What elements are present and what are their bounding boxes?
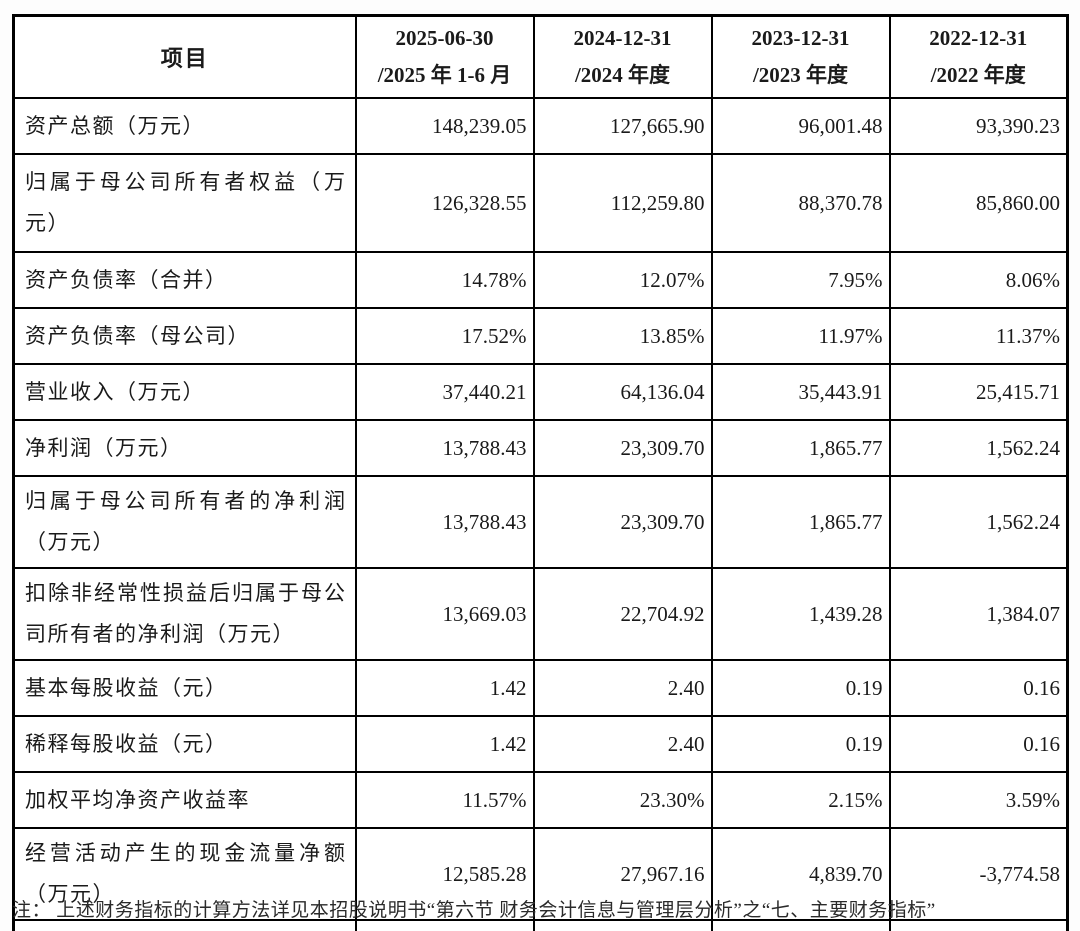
cell-value: 13.85% xyxy=(532,307,713,365)
cell-value: -3,774.58 xyxy=(888,827,1069,921)
cell-value: 8.06% xyxy=(888,251,1069,309)
table-row-basic-eps: 基本每股收益（元） 1.42 2.40 0.19 0.16 xyxy=(12,659,1069,717)
cell-value: 2.40 xyxy=(532,715,713,773)
table-row-diluted-eps: 稀释每股收益（元） 1.42 2.40 0.19 0.16 xyxy=(12,715,1069,773)
cell-value: 126,328.55 xyxy=(354,153,535,253)
cell-value: 1.42 xyxy=(354,659,535,717)
cell-value: 2.40 xyxy=(532,659,713,717)
cell-value: 85,860.00 xyxy=(888,153,1069,253)
cell-value: 13,788.43 xyxy=(354,419,535,477)
table-row-net-profit-deducting-nonrecurring: 扣除非经常性损益后归属于母公司所有者的净利润（万元） 13,669.03 22,… xyxy=(12,567,1069,661)
row-label: 资产负债率（合并） xyxy=(12,251,357,309)
row-label: 归属于母公司所有者的净利润（万元） xyxy=(12,475,357,569)
table-row-weighted-avg-roe: 加权平均净资产收益率 11.57% 23.30% 2.15% 3.59% xyxy=(12,771,1069,829)
table-row-net-profit: 净利润（万元） 13,788.43 23,309.70 1,865.77 1,5… xyxy=(12,419,1069,477)
cell-value: 0.16 xyxy=(888,715,1069,773)
cell-value: 4,839.70 xyxy=(710,827,891,921)
column-header-period-2025: 2025-06-30 /2025 年 1-6 月 xyxy=(354,14,535,99)
cell-value: 0.19 xyxy=(710,659,891,717)
cell-value: 148,239.05 xyxy=(354,97,535,155)
table-row-net-profit-parent: 归属于母公司所有者的净利润（万元） 13,788.43 23,309.70 1,… xyxy=(12,475,1069,569)
cell-value: 127,665.90 xyxy=(532,97,713,155)
cell-value: 11.97% xyxy=(710,307,891,365)
cell-value: 1,562.24 xyxy=(888,419,1069,477)
table-row-parent-equity: 归属于母公司所有者权益（万元） 126,328.55 112,259.80 88… xyxy=(12,153,1069,253)
cell-value: - xyxy=(888,919,1069,931)
cell-value: 1,562.24 xyxy=(888,475,1069,569)
period-date: 2025-06-30 xyxy=(395,26,494,51)
cell-value: 23.30% xyxy=(532,771,713,829)
cell-value: 0.19 xyxy=(710,715,891,773)
period-label: /2024 年度 xyxy=(574,63,671,87)
cell-value: 13,788.43 xyxy=(354,475,535,569)
cell-value: 12,585.28 xyxy=(354,827,535,921)
cell-value: - xyxy=(710,919,891,931)
table-row-debt-ratio-parent: 资产负债率（母公司） 17.52% 13.85% 11.97% 11.37% xyxy=(12,307,1069,365)
cell-value: 27,967.16 xyxy=(532,827,713,921)
footnote: 注： 上述财务指标的计算方法详见本招股说明书“第六节 财务会计信息与管理层分析”… xyxy=(12,900,936,921)
cell-value: 17.52% xyxy=(354,307,535,365)
table-header-row: 项目 2025-06-30 /2025 年 1-6 月 2024-12-31 /… xyxy=(12,14,1069,99)
table-row-operating-revenue: 营业收入（万元） 37,440.21 64,136.04 35,443.91 2… xyxy=(12,363,1069,421)
financial-indicators-table: 项目 2025-06-30 /2025 年 1-6 月 2024-12-31 /… xyxy=(12,14,1069,931)
cell-value: 23,309.70 xyxy=(532,475,713,569)
cell-value: 37,440.21 xyxy=(354,363,535,421)
row-label: 资产负债率（母公司） xyxy=(12,307,357,365)
cell-value: 1,865.77 xyxy=(710,419,891,477)
row-label: 归属于母公司所有者权益（万元） xyxy=(12,153,357,253)
row-label: 资产总额（万元） xyxy=(12,97,357,155)
cell-value: 25,415.71 xyxy=(888,363,1069,421)
cell-value: 12.07% xyxy=(532,251,713,309)
cell-value: 23,309.70 xyxy=(532,419,713,477)
period-label: /2023 年度 xyxy=(752,63,849,87)
table-row-debt-ratio-consolidated: 资产负债率（合并） 14.78% 12.07% 7.95% 8.06% xyxy=(12,251,1069,309)
cell-value: 1.42 xyxy=(354,715,535,773)
cell-value: 22,704.92 xyxy=(532,567,713,661)
cell-value: 2.15% xyxy=(710,771,891,829)
column-header-item: 项目 xyxy=(12,14,357,99)
period-date: 2023-12-31 xyxy=(751,26,850,51)
row-label: 加权平均净资产收益率 xyxy=(12,771,357,829)
cell-value: 64,136.04 xyxy=(532,363,713,421)
row-label: 经营活动产生的现金流量净额（万元） xyxy=(12,827,357,921)
cell-value: 1,865.77 xyxy=(710,475,891,569)
column-header-period-2024: 2024-12-31 /2024 年度 xyxy=(532,14,713,99)
cell-value: 7.95% xyxy=(710,251,891,309)
table-row-operating-cash-flow: 经营活动产生的现金流量净额（万元） 12,585.28 27,967.16 4,… xyxy=(12,827,1069,921)
table-row-total-assets: 资产总额（万元） 148,239.05 127,665.90 96,001.48… xyxy=(12,97,1069,155)
cell-value: 0.16 xyxy=(888,659,1069,717)
period-label: /2022 年度 xyxy=(930,63,1026,87)
column-header-period-2023: 2023-12-31 /2023 年度 xyxy=(710,14,891,99)
row-label: 稀释每股收益（元） xyxy=(12,715,357,773)
row-label: 现金分红（万元） xyxy=(12,919,357,931)
period-date: 2024-12-31 xyxy=(573,26,672,51)
cell-value: 112,259.80 xyxy=(532,153,713,253)
cell-value: 11.57% xyxy=(354,771,535,829)
table-row-cash-dividend: 现金分红（万元） - - - - xyxy=(12,919,1069,931)
cell-value: 96,001.48 xyxy=(710,97,891,155)
cell-value: 14.78% xyxy=(354,251,535,309)
row-label: 基本每股收益（元） xyxy=(12,659,357,717)
cell-value: - xyxy=(354,919,535,931)
cell-value: 3.59% xyxy=(888,771,1069,829)
cell-value: 11.37% xyxy=(888,307,1069,365)
row-label: 扣除非经常性损益后归属于母公司所有者的净利润（万元） xyxy=(12,567,357,661)
cell-value: 1,384.07 xyxy=(888,567,1069,661)
column-header-period-2022: 2022-12-31 /2022 年度 xyxy=(888,14,1069,99)
period-label: /2025 年 1-6 月 xyxy=(377,63,512,87)
cell-value: 93,390.23 xyxy=(888,97,1069,155)
cell-value: 88,370.78 xyxy=(710,153,891,253)
cell-value: 35,443.91 xyxy=(710,363,891,421)
period-date: 2022-12-31 xyxy=(929,26,1028,51)
cell-value: 13,669.03 xyxy=(354,567,535,661)
cell-value: 1,439.28 xyxy=(710,567,891,661)
cell-value: - xyxy=(532,919,713,931)
row-label: 净利润（万元） xyxy=(12,419,357,477)
row-label: 营业收入（万元） xyxy=(12,363,357,421)
